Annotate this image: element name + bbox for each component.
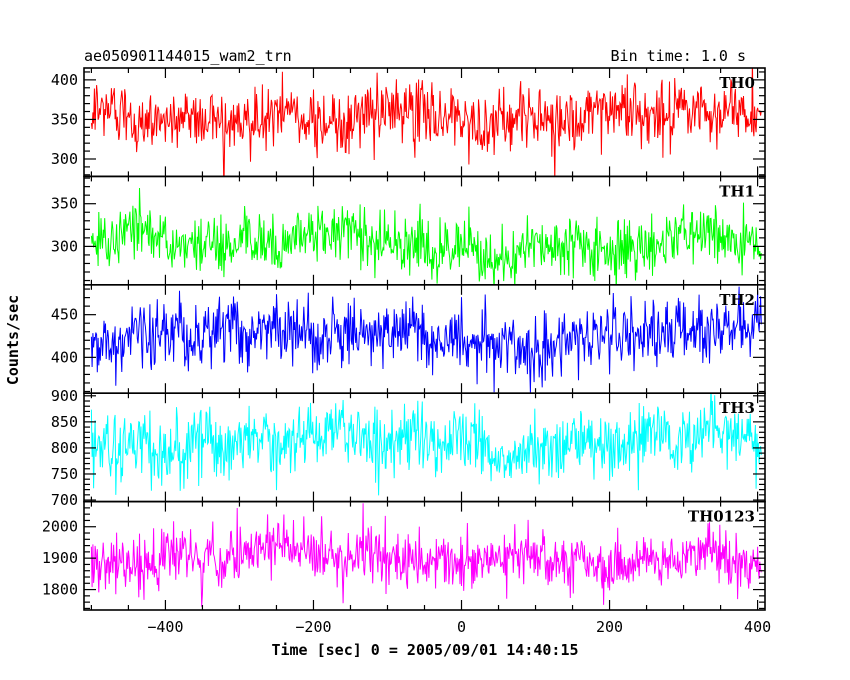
y-tick-label: 350 [51,195,78,213]
y-tick-label: 400 [51,71,78,89]
y-tick-label: 300 [51,237,78,255]
x-tick-label: −400 [147,618,183,636]
panel-th0123: 1800 1900 2000 TH0123 [42,500,766,611]
y-axis-label: Counts/sec [4,295,22,385]
panel-frame [83,175,766,286]
y-tick-label: 900 [51,387,78,405]
y-tick-label: 400 [51,348,78,366]
panels-group: 300 350 400 TH0 300 350 TH1 400 450 TH2 700 750 800 8… [42,67,771,636]
x-tick-label: 200 [596,618,623,636]
series-line-th2 [90,286,762,394]
panel-label-th2: TH2 [719,291,755,309]
y-tick-label: 350 [51,110,78,128]
panel-th1: 300 350 TH1 [51,175,766,286]
series-line-th0123 [90,503,762,607]
y-tick-label: 1900 [42,549,78,567]
x-axis-label: Time [sec] 0 = 2005/09/01 14:40:15 [271,641,578,659]
x-tick-label: −200 [295,618,331,636]
y-tick-label: 300 [51,150,78,168]
panel-label-th0: TH0 [719,74,755,92]
series-line-th3 [90,393,762,496]
chart-title: ae050901144015_wam2_trn [84,47,292,65]
panel-th3: 700 750 800 850 900 TH3 [51,387,766,509]
y-tick-label: 2000 [42,518,78,536]
y-tick-label: 800 [51,439,78,457]
y-tick-label: 700 [51,491,78,509]
panel-label-th3: TH3 [719,399,755,417]
y-tick-label: 850 [51,413,78,431]
panel-th2: 400 450 TH2 [51,283,766,394]
panel-label-th0123: TH0123 [688,508,755,526]
series-line-th1 [90,187,762,285]
bin-time-label: Bin time: 1.0 s [611,47,746,65]
y-tick-label: 1800 [42,581,78,599]
panel-th0: 300 350 400 TH0 [51,67,766,178]
x-tick-label: 0 [457,618,466,636]
panel-label-th1: TH1 [719,182,755,200]
y-tick-label: 450 [51,306,78,324]
y-tick-label: 750 [51,465,78,483]
series-line-th0 [90,68,762,177]
x-tick-label: 400 [744,618,771,636]
